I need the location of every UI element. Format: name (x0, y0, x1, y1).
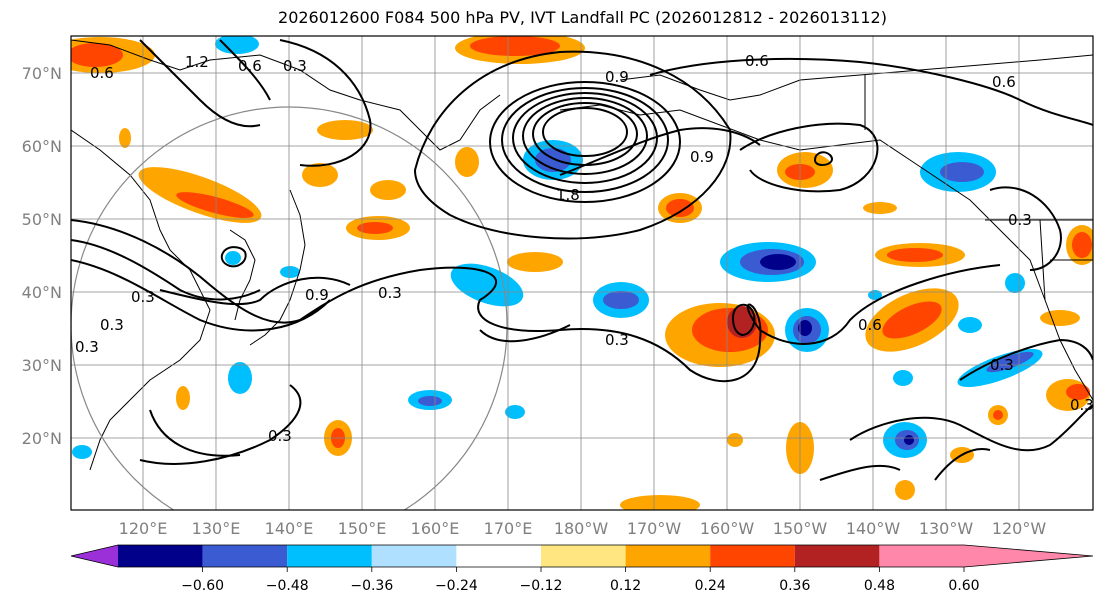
longitude-labels: 120°E 130°E 140°E 150°E 160°E 170°E 180°… (119, 519, 1047, 538)
colorbar-segment (710, 545, 795, 567)
map-title: 2026012600 F084 500 hPa PV, IVT Landfall… (278, 8, 887, 27)
negative-anomaly-shading (72, 36, 1043, 459)
contour-label: 0.3 (283, 57, 307, 75)
colorbar-segment (202, 545, 288, 567)
colorbar-segment (541, 545, 626, 567)
lon-label-150e: 150°E (338, 519, 387, 538)
contour-label: 0.3 (268, 427, 292, 445)
contour-label: 0.9 (690, 148, 714, 166)
region-circle (71, 106, 508, 510)
pv-contours (71, 39, 1093, 481)
gridlines (71, 36, 1093, 510)
map-frame (70, 35, 1094, 511)
contour-label: 0.3 (1070, 396, 1094, 414)
colorbar-left-extension (71, 545, 118, 567)
lon-label-180w: 180°W (554, 519, 609, 538)
colorbar-segment (118, 545, 203, 567)
lon-label-130e: 130°E (192, 519, 241, 538)
lon-label-120w: 120°W (992, 519, 1047, 538)
contour-label: 0.3 (75, 338, 99, 356)
lon-label-120e: 120°E (119, 519, 168, 538)
lat-label-40: 40°N (22, 283, 62, 302)
contour-label: 0.6 (745, 52, 769, 70)
colorbar-tick-label: 0.24 (695, 578, 726, 594)
lat-label-30: 30°N (22, 356, 62, 375)
lon-label-160e: 160°E (411, 519, 460, 538)
latitude-labels: 70°N 60°N 50°N 40°N 30°N 20°N (22, 64, 62, 448)
positive-anomaly-shading (71, 36, 1093, 510)
colorbar-segment (794, 545, 880, 567)
lon-label-140e: 140°E (265, 519, 314, 538)
colorbar-right-extension (964, 545, 1093, 567)
lon-label-150w: 150°W (773, 519, 828, 538)
colorbar-tick-label: −0.36 (350, 578, 393, 594)
colorbar-segment (625, 545, 711, 567)
contour-label: 0.3 (100, 316, 124, 334)
lat-label-70: 70°N (22, 64, 62, 83)
contour-label: 0.6 (90, 64, 114, 82)
colorbar-segment (287, 545, 372, 567)
colorbar-segment (456, 545, 541, 567)
lon-label-170w: 170°W (627, 519, 682, 538)
lon-label-130w: 130°W (919, 519, 974, 538)
contour-label: 0.3 (378, 284, 402, 302)
lat-label-50: 50°N (22, 210, 62, 229)
colorbar: −0.60 −0.48 −0.36 −0.24 −0.12 0.12 0.24 … (70, 544, 1094, 594)
colorbar-tick-label: −0.12 (520, 578, 563, 594)
contour-label: 0.3 (1008, 211, 1032, 229)
contour-label: 0.3 (605, 331, 629, 349)
contour-label: 1.8 (556, 186, 580, 204)
contour-labels: 1.2 0.6 0.3 0.9 1.8 0.9 0.3 0.6 0.6 0.3 … (75, 52, 1094, 445)
contour-label: 0.6 (238, 57, 262, 75)
lon-label-140w: 140°W (846, 519, 901, 538)
contour-label: 0.9 (605, 68, 629, 86)
colorbar-tick-label: 0.12 (610, 578, 641, 594)
contour-label: 1.2 (185, 53, 209, 71)
colorbar-tick-label: −0.48 (266, 578, 309, 594)
colorbar-tick-label: 0.60 (948, 578, 979, 594)
contour-label: 0.3 (990, 356, 1014, 374)
colorbar-tick-label: 0.36 (779, 578, 810, 594)
lat-label-60: 60°N (22, 137, 62, 156)
colorbar-tick-label: 0.48 (864, 578, 895, 594)
lon-label-170e: 170°E (484, 519, 533, 538)
lat-label-20: 20°N (22, 429, 62, 448)
colorbar-segment (371, 545, 457, 567)
colorbar-tick-label: −0.60 (181, 578, 224, 594)
contour-label: 0.3 (131, 288, 155, 306)
contour-label: 0.9 (305, 286, 329, 304)
contour-label: 0.6 (992, 73, 1016, 91)
lon-label-160w: 160°W (700, 519, 755, 538)
contour-label: 0.6 (858, 316, 882, 334)
colorbar-tick-label: −0.24 (435, 578, 478, 594)
colorbar-segment (879, 545, 964, 567)
